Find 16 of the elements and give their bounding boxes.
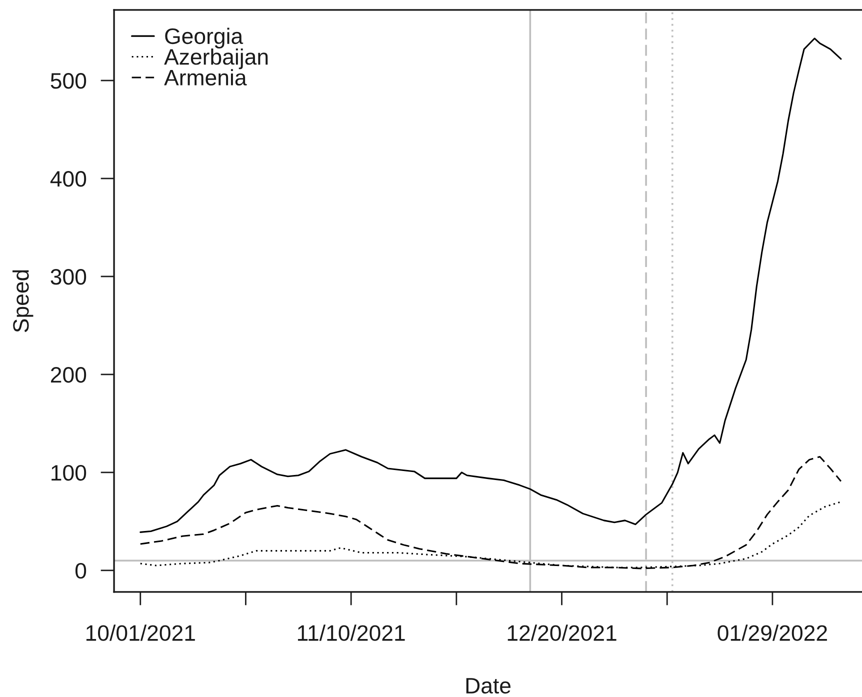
y-tick-label: 500 (50, 73, 86, 89)
x-tick-label: 01/29/2022 (718, 624, 827, 641)
y-axis-title: Speed (12, 270, 34, 332)
y-tick-label: 100 (52, 464, 86, 481)
x-tick-label: 10/01/2021 (86, 624, 195, 641)
line-series (140, 456, 842, 570)
y-tick-label: 0 (75, 562, 86, 579)
y-tick-label: 200 (51, 366, 86, 383)
y-tick-label: 400 (50, 171, 86, 187)
x-tick-label: 11/10/2021 (298, 624, 405, 641)
y-tick-label: 300 (50, 269, 86, 285)
x-tick-label: 12/20/2021 (508, 624, 616, 641)
x-axis-title: Date (466, 678, 511, 694)
legend-label: Armenia (164, 69, 247, 86)
legend-label: Azerbaijan (164, 48, 268, 70)
legend-label: Georgia (165, 28, 244, 48)
